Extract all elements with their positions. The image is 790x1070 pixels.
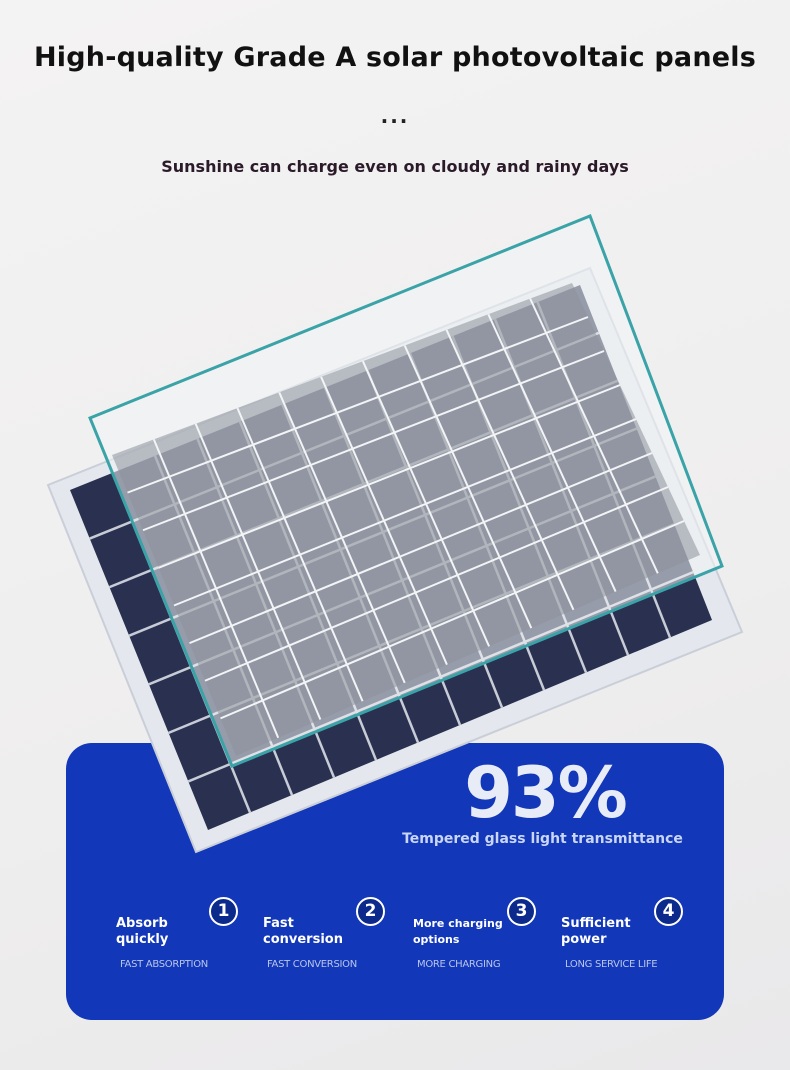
number-badge-icon: 4	[654, 897, 683, 926]
glass-grid-line	[220, 520, 685, 720]
glass-grid-line	[173, 418, 637, 607]
feature-name: Absorb quickly	[116, 916, 169, 947]
number-badge-icon: 1	[209, 897, 238, 926]
transmittance-label: Tempered glass light transmittance	[402, 831, 683, 847]
glass-grid-line	[142, 350, 605, 532]
feature-sub: FAST ABSORPTION	[120, 959, 208, 970]
glass-cells	[112, 283, 700, 756]
glass-grid-line	[189, 452, 653, 645]
feature-name: More charging options	[413, 917, 503, 946]
number-badge-icon: 3	[507, 897, 536, 926]
glass-grid-line	[204, 486, 669, 682]
glass-grid-line	[127, 316, 589, 494]
ellipsis-divider: ...	[380, 104, 410, 128]
feature-name: Sufficient power	[561, 916, 631, 947]
tempered-glass-image	[88, 214, 724, 768]
glass-grid-line	[158, 384, 621, 569]
number-badge-icon: 2	[356, 897, 385, 926]
feature-sub: LONG SERVICE LIFE	[565, 959, 658, 970]
feature-sub: MORE CHARGING	[417, 959, 501, 970]
feature-sub: FAST CONVERSION	[267, 959, 357, 970]
subtitle: Sunshine can charge even on cloudy and r…	[161, 157, 629, 176]
transmittance-value: 93%	[464, 752, 628, 834]
page-title: High-quality Grade A solar photovoltaic …	[34, 42, 756, 73]
feature-name: Fast conversion	[263, 916, 343, 947]
